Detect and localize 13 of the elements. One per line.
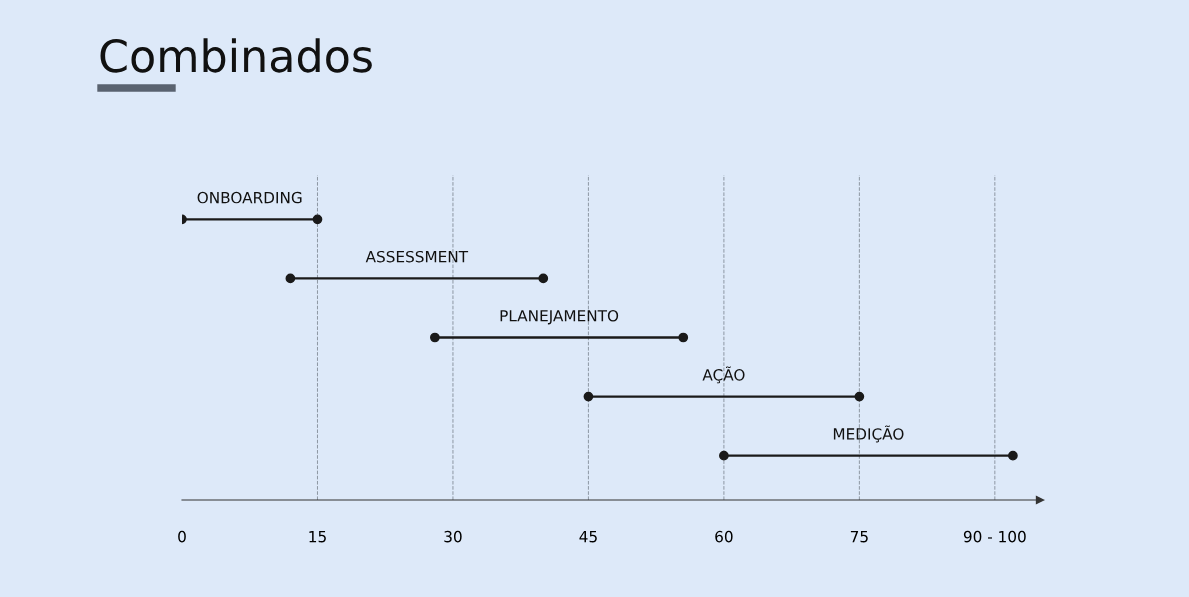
y-tick-label: ASSESSMENT bbox=[365, 250, 469, 263]
x-tick-label: 60 bbox=[715, 530, 733, 543]
x-tick-label: 45 bbox=[579, 531, 597, 543]
x-tick-label: 30 bbox=[444, 530, 462, 543]
y-tick-label: MEDIÇÃO bbox=[833, 425, 904, 443]
x-tick-label: 75 bbox=[850, 531, 868, 543]
x-tick-label: 90 - 100 bbox=[963, 530, 1026, 543]
y-tick-label: AÇÃO bbox=[702, 366, 745, 384]
x-tick-label: 15 bbox=[309, 531, 326, 543]
chart-title: Combinados bbox=[100, 38, 372, 73]
x-tick-label: 0 bbox=[178, 530, 186, 543]
y-tick-label: PLANEJAMENTO bbox=[500, 309, 619, 325]
y-tick-label: ONBOARDING bbox=[197, 191, 302, 204]
